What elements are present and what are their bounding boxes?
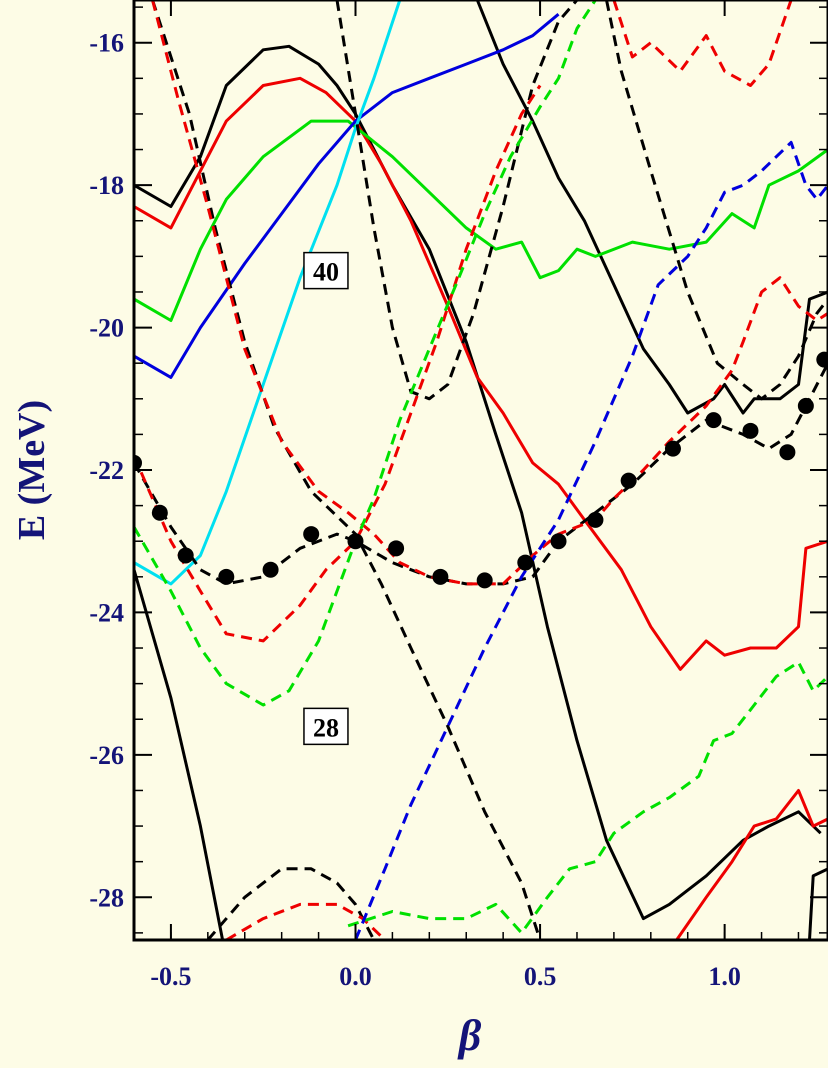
series-line-15 <box>134 84 542 643</box>
data-marker-2 <box>177 547 194 564</box>
data-marker-9 <box>476 572 493 589</box>
tick-layer: -0.5 0.0 0.5 1.0 -16 -18 -20 -22 -24 -26 -28 <box>89 0 828 991</box>
annotation-layer: 40 28 <box>303 251 349 746</box>
series-line-11 <box>605 0 828 401</box>
series-line-10 <box>335 0 579 401</box>
data-marker-0 <box>134 454 142 471</box>
plot-background <box>134 0 828 940</box>
data-marker-17 <box>779 444 796 461</box>
y-tick-label-3: -22 <box>89 456 124 485</box>
series-line-17 <box>225 902 387 940</box>
y-tick-label-4: -24 <box>89 598 124 627</box>
series-line-3 <box>808 867 828 940</box>
series-line-0 <box>134 44 822 921</box>
y-tick-label-1: -18 <box>89 171 124 200</box>
series-line-6 <box>134 119 828 322</box>
data-marker-1 <box>151 504 168 521</box>
series-line-20 <box>354 140 828 940</box>
data-marker-4 <box>262 561 279 578</box>
data-marker-3 <box>218 568 235 585</box>
annotation-box-1 <box>303 707 349 746</box>
series-line-1 <box>475 0 828 415</box>
data-marker-18 <box>797 397 814 414</box>
y-tick-label-6: -28 <box>89 883 124 912</box>
annotation-label-0: 40 <box>313 258 339 287</box>
x-axis-title: β <box>457 1011 482 1060</box>
data-marker-5 <box>303 526 320 543</box>
series-line-13 <box>206 867 376 940</box>
y-tick-label-0: -16 <box>89 29 124 58</box>
series-line-16 <box>612 0 793 87</box>
series-layer <box>134 0 828 940</box>
data-marker-14 <box>664 440 681 457</box>
data-marker-16 <box>742 422 759 439</box>
series-line-14 <box>151 0 828 586</box>
series-line-8 <box>134 0 402 586</box>
data-marker-15 <box>705 412 722 429</box>
data-marker-10 <box>517 554 534 571</box>
series-line-2 <box>134 569 225 940</box>
annotation-label-1: 28 <box>313 713 339 742</box>
data-marker-8 <box>432 568 449 585</box>
series-line-19 <box>347 660 828 935</box>
series-line-5 <box>675 789 828 940</box>
x-tick-label-0: -0.5 <box>150 962 191 991</box>
series-line-18 <box>134 0 597 707</box>
data-marker-13 <box>620 472 637 489</box>
data-marker-6 <box>347 533 364 550</box>
data-marker-11 <box>550 533 567 550</box>
series-line-4 <box>134 76 828 671</box>
data-marker-12 <box>587 511 604 528</box>
x-tick-label-2: 0.5 <box>524 962 557 991</box>
annotation-box-0 <box>303 251 349 290</box>
x-tick-label-3: 1.0 <box>708 962 741 991</box>
y-axis-title: E (MeV) <box>11 400 53 540</box>
x-tick-label-1: 0.0 <box>339 962 372 991</box>
data-marker-7 <box>388 540 405 557</box>
series-line-7 <box>134 13 560 379</box>
y-tick-label-2: -20 <box>89 314 124 343</box>
y-tick-label-5: -26 <box>89 741 124 770</box>
